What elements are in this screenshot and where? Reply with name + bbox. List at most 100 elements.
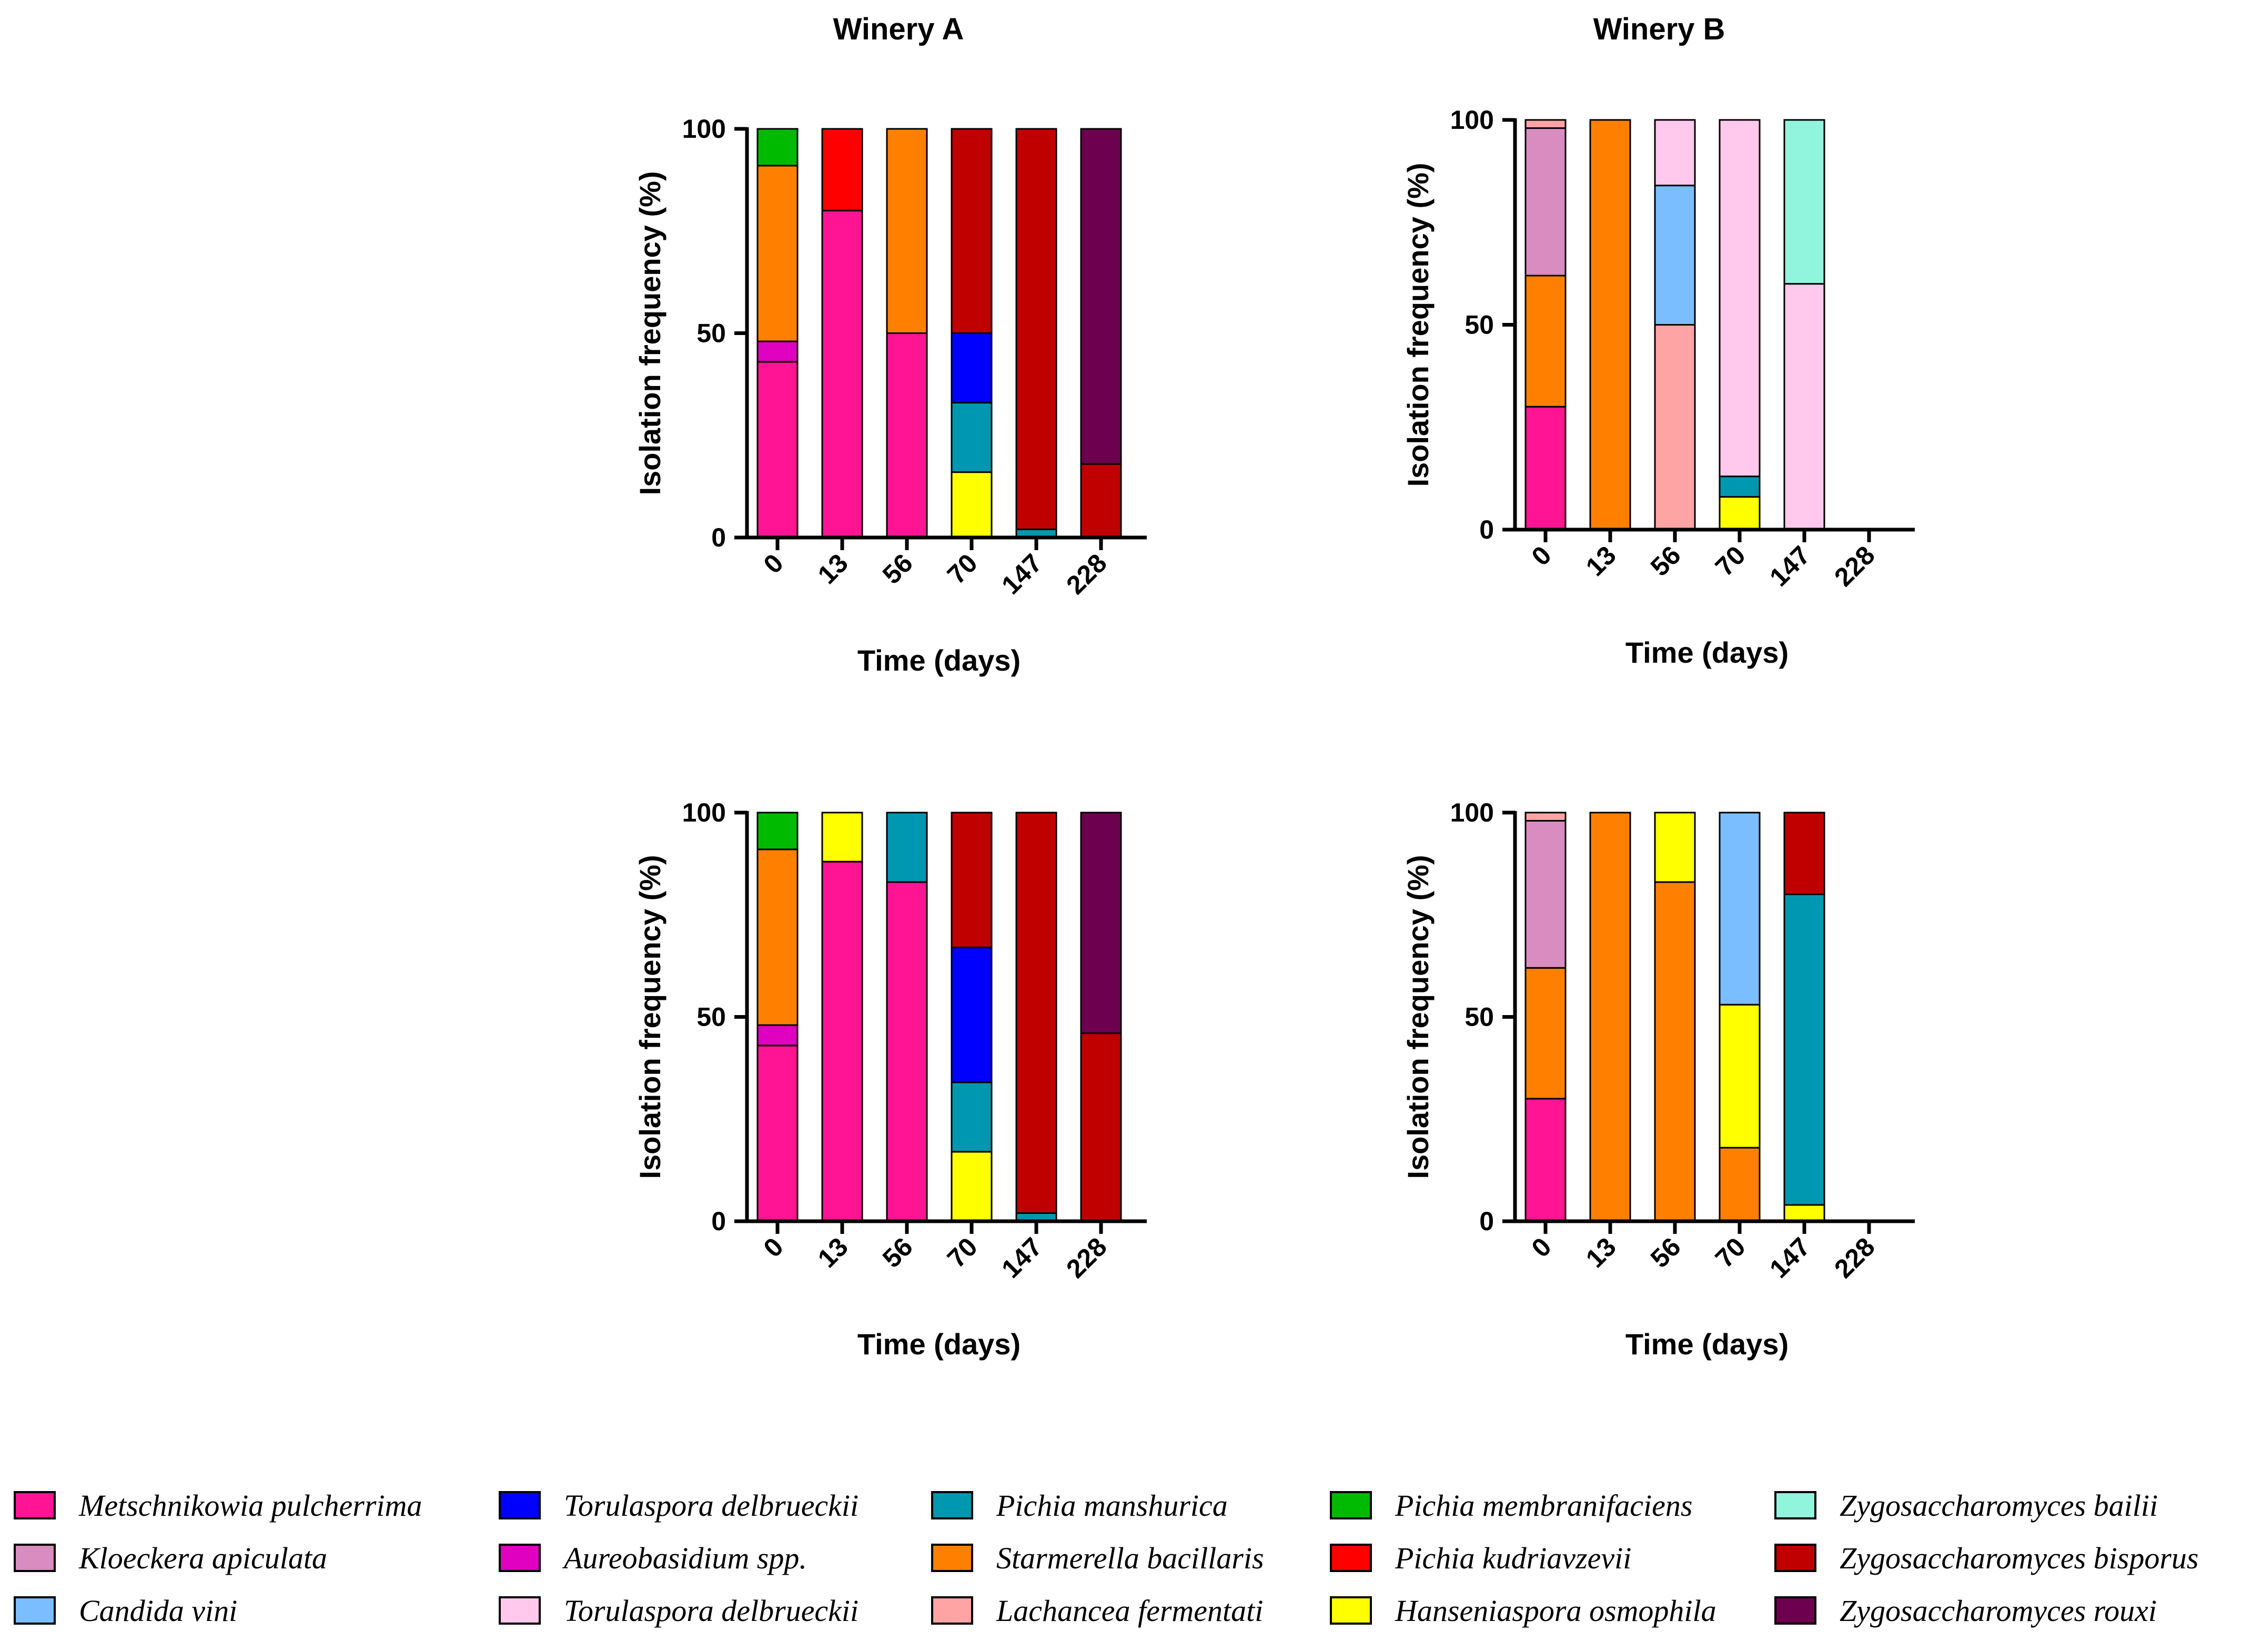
- bar-segment: [1654, 185, 1696, 326]
- legend-swatch: [1330, 1491, 1372, 1519]
- bar-segment: [756, 848, 799, 1026]
- bar-segment: [951, 812, 993, 948]
- legend: Metschnikowia pulcherrima Kloeckera apicu…: [14, 1488, 2199, 1628]
- x-tick-label: 70: [942, 1232, 983, 1273]
- legend-label: Pichia membranifaciens: [1395, 1488, 1692, 1523]
- legend-item: Zygosaccharomyces bisporus: [1774, 1541, 2199, 1575]
- chart-panel-B-top: 0 50 100 0 13 56 70 147 228 Isolation frequency (…: [1401, 105, 1915, 669]
- bar-segment: [756, 128, 799, 167]
- bar-segment: [756, 165, 799, 342]
- y-tick-label: 100: [682, 114, 726, 144]
- bar-segment: [1719, 475, 1761, 498]
- bar-segment: [1654, 812, 1696, 883]
- legend-swatch: [1774, 1544, 1816, 1572]
- bar-segment: [886, 881, 928, 1222]
- x-tick-label: 13: [1580, 1232, 1622, 1273]
- bar-segment: [1719, 496, 1761, 531]
- y-tick-label: 50: [696, 319, 726, 348]
- x-tick-label: 147: [996, 1232, 1048, 1284]
- y-axis-title: Isolation frequency (%): [1401, 163, 1435, 487]
- column-title-winery-b: Winery B: [1593, 12, 1725, 46]
- bar-segment: [756, 812, 799, 850]
- bar-segment: [1080, 1032, 1122, 1222]
- legend-swatch: [14, 1544, 56, 1572]
- legend-label: Lachancea fermentati: [996, 1594, 1263, 1628]
- legend-item: Hanseniaspora osmophila: [1330, 1594, 1716, 1628]
- y-tick-label: 50: [1465, 1002, 1494, 1032]
- y-tick-label: 100: [682, 798, 726, 827]
- legend-label: Kloeckera apiculata: [78, 1541, 327, 1575]
- x-tick-label: 13: [812, 548, 854, 590]
- legend-label: Zygosaccharomyces bailii: [1840, 1488, 2158, 1523]
- y-tick-label: 50: [696, 1002, 726, 1032]
- bar-segment: [1589, 119, 1631, 531]
- bar-segment: [1783, 812, 1825, 895]
- x-axis-title: Time (days): [1625, 1327, 1789, 1361]
- bar-segment: [1015, 812, 1057, 1214]
- legend-label: Candida vini: [79, 1594, 237, 1628]
- bar-segment: [886, 332, 928, 539]
- y-tick-label: 50: [1465, 310, 1494, 340]
- bar-segment: [1524, 406, 1567, 531]
- bar-segment: [756, 1024, 799, 1047]
- bar-segment: [821, 128, 863, 211]
- legend-swatch: [1774, 1596, 1816, 1625]
- bar-segment: [1654, 119, 1696, 187]
- x-tick-label: 147: [1764, 540, 1816, 592]
- x-tick-label: 13: [1580, 540, 1622, 582]
- bar-segment: [1654, 881, 1696, 1222]
- x-tick-label: 147: [996, 548, 1048, 600]
- bar-segment: [1080, 128, 1122, 465]
- legend-item: Lachancea fermentati: [931, 1594, 1263, 1628]
- bar-segment: [951, 946, 993, 1083]
- legend-item: Starmerella bacillaris: [931, 1541, 1264, 1575]
- legend-swatch: [1774, 1491, 1816, 1519]
- y-tick-label: 100: [1450, 798, 1494, 827]
- legend-label: Zygosaccharomyces bisporus: [1840, 1541, 2199, 1575]
- x-tick-label: 70: [1710, 1232, 1751, 1273]
- bar-segment: [951, 1081, 993, 1153]
- legend-item: Torulaspora delbrueckii: [499, 1488, 859, 1523]
- legend-swatch: [14, 1596, 56, 1625]
- legend-item: Metschnikowia pulcherrima: [14, 1488, 422, 1523]
- x-tick-label: 228: [1061, 548, 1113, 600]
- x-tick-label: 56: [877, 1232, 918, 1273]
- bar-segment: [1080, 812, 1122, 1035]
- bar-segment: [1080, 463, 1122, 539]
- x-tick-label: 228: [1829, 540, 1881, 592]
- x-tick-label: 0: [758, 548, 789, 579]
- y-tick-label: 0: [711, 1207, 726, 1236]
- y-tick-label: 0: [711, 523, 726, 552]
- bar-segment: [821, 812, 863, 863]
- y-tick-label: 100: [1450, 105, 1494, 135]
- legend-item: Pichia manshurica: [931, 1488, 1228, 1523]
- y-tick-label: 0: [1479, 515, 1494, 544]
- legend-swatch: [499, 1491, 541, 1519]
- legend-swatch: [1330, 1544, 1372, 1572]
- x-tick-label: 0: [1526, 1232, 1557, 1263]
- bar-segment: [951, 332, 993, 404]
- bar-segment: [1783, 1204, 1825, 1222]
- x-tick-label: 228: [1829, 1232, 1881, 1284]
- y-axis-title: Isolation frequency (%): [633, 171, 666, 495]
- chart-panel-A-top: 0 50 100 0 13 56 70 147 228 Isolation frequency (…: [633, 114, 1147, 677]
- bar-segment: [1015, 128, 1057, 530]
- bar-segment: [886, 128, 928, 334]
- bar-segment: [756, 361, 799, 539]
- bar-segment: [1783, 119, 1825, 285]
- bar-segment: [1719, 812, 1761, 1006]
- legend-label: Pichia kudriavzevii: [1395, 1541, 1631, 1575]
- bar-segment: [1719, 1147, 1761, 1222]
- legend-swatch: [14, 1491, 56, 1519]
- x-tick-label: 70: [942, 548, 983, 590]
- bar-segment: [1719, 119, 1761, 478]
- bar-segment: [1524, 119, 1567, 129]
- bar-segment: [756, 1045, 799, 1222]
- bar-segment: [821, 209, 863, 539]
- bar-segment: [951, 402, 993, 473]
- legend-label: Hanseniaspora osmophila: [1395, 1594, 1716, 1628]
- y-axis-title: Isolation frequency (%): [1401, 855, 1435, 1179]
- bar-segment: [951, 1151, 993, 1222]
- bar-segment: [951, 471, 993, 539]
- legend-label: Pichia manshurica: [996, 1488, 1228, 1523]
